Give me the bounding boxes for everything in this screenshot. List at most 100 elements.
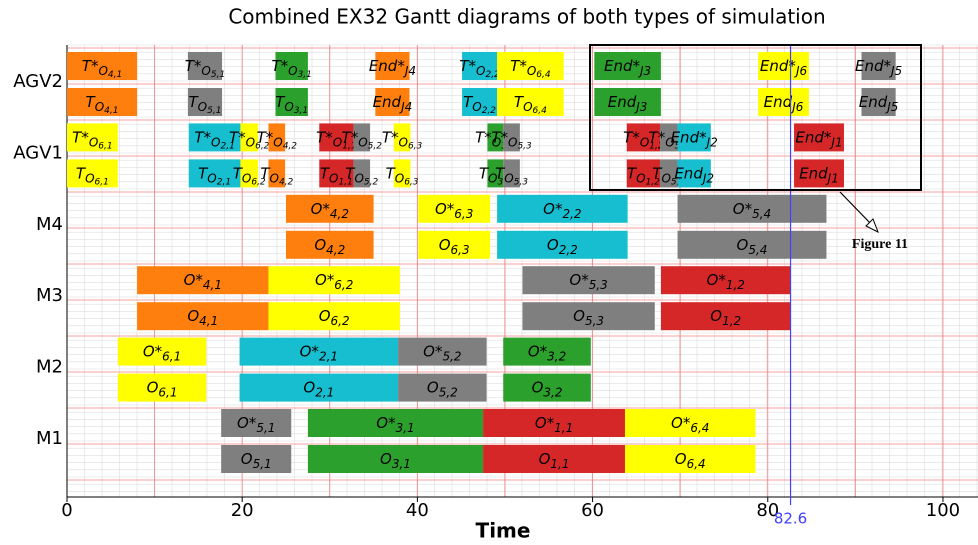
task-label: O4,2 bbox=[314, 235, 345, 256]
task-label: O*3,2 bbox=[528, 342, 566, 363]
label-part: T* bbox=[316, 128, 333, 146]
label-part: 1,1 bbox=[339, 177, 353, 187]
label-part: J6 bbox=[794, 64, 808, 78]
label-part: 4,2 bbox=[330, 206, 349, 220]
task-bar bbox=[307, 445, 484, 473]
label-part: T bbox=[627, 164, 638, 182]
label-part: O bbox=[273, 135, 282, 149]
label-part: 1,2 bbox=[722, 314, 741, 328]
label-part: 4,2 bbox=[283, 141, 298, 151]
label-part: 5,3 bbox=[585, 314, 604, 328]
label-part: J2 bbox=[705, 135, 718, 149]
label-part: T bbox=[233, 164, 244, 182]
label-part: O* bbox=[535, 414, 555, 432]
task-bar bbox=[503, 373, 591, 402]
label-part: T bbox=[188, 93, 199, 111]
label-part: T* bbox=[649, 128, 666, 146]
task-label: O6,4 bbox=[675, 450, 706, 471]
label-part: 2,2 bbox=[562, 206, 581, 220]
label-part: T* bbox=[491, 128, 508, 146]
label-part: 1,1 bbox=[342, 141, 356, 151]
task-bar bbox=[268, 266, 400, 295]
label-part: 2,1 bbox=[315, 385, 334, 399]
label-part: End bbox=[764, 93, 793, 111]
task-label: T*O3,1 bbox=[271, 57, 311, 80]
task-label: EndJ3 bbox=[608, 93, 648, 114]
label-part: O bbox=[284, 100, 293, 114]
task-bar bbox=[758, 52, 809, 80]
y-tick-label: M1 bbox=[36, 428, 63, 449]
label-part: O* bbox=[237, 414, 257, 432]
task-bar bbox=[497, 52, 564, 80]
label-part: End* bbox=[760, 57, 797, 75]
task-bar bbox=[861, 52, 896, 80]
task-label: O*5,2 bbox=[423, 342, 461, 363]
label-part: O bbox=[358, 135, 367, 149]
label-part: T* bbox=[194, 128, 211, 146]
label-part: 5,1 bbox=[253, 457, 272, 471]
label-part: T bbox=[345, 164, 356, 182]
task-label: O5,3 bbox=[573, 307, 604, 328]
task-bar bbox=[319, 123, 354, 152]
label-part: 2,2 bbox=[482, 106, 497, 116]
label-part: O bbox=[439, 235, 451, 253]
task-label: T*O6,1 bbox=[72, 128, 112, 151]
label-part: End bbox=[799, 164, 828, 182]
task-bar bbox=[221, 445, 292, 473]
task-label: O6,1 bbox=[147, 378, 178, 399]
task-label: O3,1 bbox=[380, 450, 411, 471]
task-label: T*O5,3 bbox=[491, 128, 532, 151]
label-part: 6,4 bbox=[536, 70, 551, 80]
x-tick-label: 80 bbox=[756, 500, 779, 521]
marker-label: 82.6 bbox=[774, 510, 807, 528]
task-label: O1,1 bbox=[539, 450, 570, 471]
task-label: TO6,2 bbox=[233, 164, 266, 187]
zoom-box bbox=[589, 44, 922, 191]
x-tick-label: 100 bbox=[926, 500, 960, 521]
task-bar bbox=[67, 123, 118, 152]
task-bar bbox=[861, 88, 896, 116]
task-bar bbox=[393, 159, 411, 188]
label-part: O bbox=[532, 378, 544, 396]
label-part: 4,1 bbox=[199, 314, 218, 328]
label-part: J5 bbox=[885, 100, 898, 114]
label-part: O bbox=[198, 100, 207, 114]
y-tick-label: M3 bbox=[36, 285, 63, 306]
task-bar bbox=[487, 123, 504, 152]
label-part: T bbox=[386, 164, 397, 182]
label-part: T* bbox=[623, 128, 640, 146]
label-part: O bbox=[395, 171, 404, 185]
task-bar bbox=[117, 373, 207, 402]
task-label: O5,4 bbox=[737, 235, 768, 256]
label-part: T bbox=[652, 164, 663, 182]
task-bar bbox=[522, 302, 655, 331]
label-part: 6,3 bbox=[451, 242, 470, 256]
task-label: O*6,4 bbox=[671, 414, 709, 435]
label-part: T bbox=[463, 93, 474, 111]
x-tick-label: 0 bbox=[61, 500, 72, 521]
task-bar bbox=[353, 123, 371, 152]
label-part: 4,1 bbox=[104, 106, 118, 116]
label-part: O* bbox=[311, 199, 331, 217]
task-bar bbox=[483, 445, 625, 473]
task-label: TO3,1 bbox=[275, 93, 308, 116]
label-part: 3,2 bbox=[547, 349, 566, 363]
label-part: 6,2 bbox=[251, 177, 266, 187]
x-axis-label: Time bbox=[476, 519, 531, 543]
task-bar bbox=[660, 159, 678, 188]
label-part: O bbox=[504, 171, 513, 185]
label-part: O* bbox=[300, 342, 320, 360]
label-part: T* bbox=[271, 57, 288, 75]
label-part: T* bbox=[257, 128, 274, 146]
task-bar bbox=[67, 88, 138, 116]
task-label: O*6,3 bbox=[435, 199, 473, 220]
label-part: 4,2 bbox=[326, 242, 345, 256]
label-part: O bbox=[492, 135, 501, 149]
task-label: O*1,1 bbox=[535, 414, 573, 435]
task-bar bbox=[794, 123, 844, 152]
label-part: O bbox=[573, 307, 585, 325]
x-tick-label: 60 bbox=[581, 500, 604, 521]
label-part: O* bbox=[423, 342, 443, 360]
task-bar bbox=[67, 52, 138, 80]
label-part: J3 bbox=[638, 64, 651, 78]
